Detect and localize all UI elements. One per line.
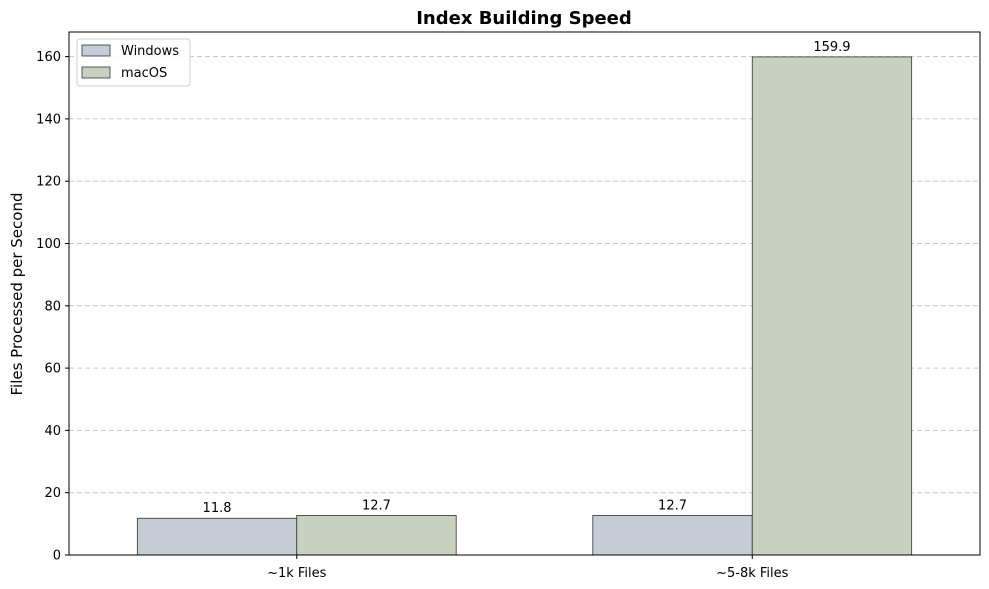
y-tick-label: 20 xyxy=(44,486,61,501)
y-tick-label: 60 xyxy=(44,362,61,377)
legend-label: Windows xyxy=(121,44,179,59)
bar xyxy=(136,517,298,556)
data-label: 159.9 xyxy=(813,40,850,55)
bar xyxy=(296,515,457,556)
x-axis-ticks: ~1k Files ~5-8k Files xyxy=(267,555,789,581)
bars xyxy=(136,56,913,556)
x-tick-label: ~1k Files xyxy=(267,566,327,581)
data-labels: 11.8 12.7 12.7 159.9 xyxy=(203,40,851,516)
y-tick-label: 120 xyxy=(36,175,61,190)
y-tick-label: 160 xyxy=(36,50,61,65)
y-axis-label: Files Processed per Second xyxy=(8,193,26,396)
chart-title: Index Building Speed xyxy=(416,8,632,29)
y-tick-label: 100 xyxy=(36,237,61,252)
legend-swatch xyxy=(81,66,111,79)
y-tick-label: 40 xyxy=(44,424,61,439)
y-tick-label: 0 xyxy=(53,549,61,564)
legend-label: macOS xyxy=(121,66,167,81)
bar xyxy=(751,56,913,556)
bar xyxy=(592,515,753,556)
legend-swatch xyxy=(81,44,111,57)
data-label: 11.8 xyxy=(203,501,232,516)
x-tick-label: ~5-8k Files xyxy=(716,566,789,581)
y-tick-label: 140 xyxy=(36,112,61,127)
legend: Windows macOS xyxy=(76,38,191,87)
y-tick-label: 80 xyxy=(44,299,61,314)
data-label: 12.7 xyxy=(658,498,687,513)
plot-frame xyxy=(68,31,981,556)
data-label: 12.7 xyxy=(362,498,391,513)
y-axis-ticks: 0 20 40 60 80 100 120 140 160 xyxy=(36,50,69,564)
